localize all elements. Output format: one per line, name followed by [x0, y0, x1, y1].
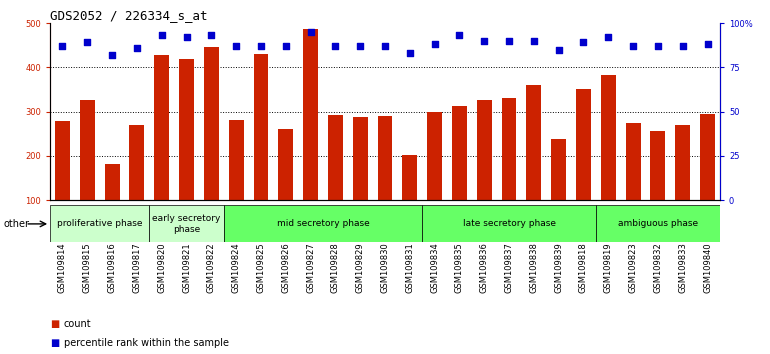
Bar — [253, 54, 269, 244]
Point — [131, 45, 143, 51]
Text: GSM109818: GSM109818 — [579, 242, 588, 293]
Text: count: count — [64, 319, 92, 329]
Text: GSM109826: GSM109826 — [281, 242, 290, 293]
Point — [701, 41, 714, 47]
Point — [255, 43, 267, 49]
Point — [81, 40, 93, 45]
Text: GSM109835: GSM109835 — [455, 242, 464, 293]
Text: GDS2052 / 226334_s_at: GDS2052 / 226334_s_at — [50, 9, 208, 22]
Point — [230, 43, 243, 49]
Point — [56, 43, 69, 49]
Text: GSM109820: GSM109820 — [157, 242, 166, 293]
Text: GSM109829: GSM109829 — [356, 242, 365, 293]
Point — [428, 41, 440, 47]
Text: GSM109832: GSM109832 — [654, 242, 662, 293]
Text: GSM109840: GSM109840 — [703, 242, 712, 293]
Point — [280, 43, 292, 49]
Point — [553, 47, 565, 52]
Text: percentile rank within the sample: percentile rank within the sample — [64, 338, 229, 348]
Text: GSM109828: GSM109828 — [331, 242, 340, 293]
Point — [503, 38, 515, 44]
Bar — [149, 205, 224, 242]
Text: GSM109814: GSM109814 — [58, 242, 67, 293]
Bar — [105, 164, 119, 244]
Text: GSM109821: GSM109821 — [182, 242, 191, 293]
Text: late secretory phase: late secretory phase — [463, 219, 556, 228]
Bar — [229, 120, 243, 244]
Bar — [700, 114, 715, 244]
Bar — [80, 101, 95, 244]
Bar — [55, 121, 70, 244]
Point — [304, 29, 316, 35]
Text: early secretory
phase: early secretory phase — [152, 214, 221, 234]
Bar — [596, 205, 720, 242]
Text: GSM109831: GSM109831 — [405, 242, 414, 293]
Text: GSM109837: GSM109837 — [504, 242, 514, 293]
Bar — [551, 139, 566, 244]
Point — [403, 50, 416, 56]
Bar — [427, 112, 442, 244]
Bar — [50, 205, 149, 242]
Text: ■: ■ — [50, 319, 59, 329]
Text: mid secretory phase: mid secretory phase — [276, 219, 370, 228]
Text: GSM109817: GSM109817 — [132, 242, 142, 293]
Point — [180, 34, 192, 40]
Text: GSM109834: GSM109834 — [430, 242, 439, 293]
Bar — [452, 106, 467, 244]
Bar — [303, 29, 318, 244]
Point — [205, 33, 217, 38]
Bar — [204, 47, 219, 244]
Bar — [377, 116, 393, 244]
Bar — [601, 75, 616, 244]
Text: GSM109815: GSM109815 — [82, 242, 92, 293]
Point — [478, 38, 490, 44]
Text: GSM109822: GSM109822 — [207, 242, 216, 293]
Bar — [278, 129, 293, 244]
Bar — [576, 89, 591, 244]
Bar — [422, 205, 596, 242]
Bar — [403, 155, 417, 244]
Text: GSM109838: GSM109838 — [529, 242, 538, 293]
Point — [651, 43, 664, 49]
Point — [379, 43, 391, 49]
Text: GSM109825: GSM109825 — [256, 242, 266, 293]
Point — [106, 52, 119, 58]
Bar — [353, 117, 367, 244]
Bar — [651, 131, 665, 244]
Text: GSM109833: GSM109833 — [678, 242, 688, 293]
Bar — [477, 101, 492, 244]
Point — [330, 43, 342, 49]
Bar — [129, 125, 144, 244]
Text: other: other — [4, 219, 30, 229]
Text: GSM109816: GSM109816 — [108, 242, 116, 293]
Point — [454, 33, 466, 38]
Point — [578, 40, 590, 45]
Text: GSM109824: GSM109824 — [232, 242, 241, 293]
Point — [602, 34, 614, 40]
Text: proliferative phase: proliferative phase — [57, 219, 142, 228]
Text: GSM109839: GSM109839 — [554, 242, 563, 293]
Bar — [626, 122, 641, 244]
Point — [354, 43, 367, 49]
Text: ambiguous phase: ambiguous phase — [618, 219, 698, 228]
Text: GSM109823: GSM109823 — [628, 242, 638, 293]
Text: ■: ■ — [50, 338, 59, 348]
Bar — [224, 205, 422, 242]
Bar — [675, 125, 690, 244]
Point — [156, 33, 168, 38]
Bar — [527, 85, 541, 244]
Bar — [179, 59, 194, 244]
Bar — [328, 115, 343, 244]
Bar — [154, 55, 169, 244]
Bar — [501, 98, 517, 244]
Text: GSM109836: GSM109836 — [480, 242, 489, 293]
Point — [677, 43, 689, 49]
Text: GSM109819: GSM109819 — [604, 242, 613, 293]
Text: GSM109830: GSM109830 — [380, 242, 390, 293]
Text: GSM109827: GSM109827 — [306, 242, 315, 293]
Point — [527, 38, 540, 44]
Point — [627, 43, 639, 49]
